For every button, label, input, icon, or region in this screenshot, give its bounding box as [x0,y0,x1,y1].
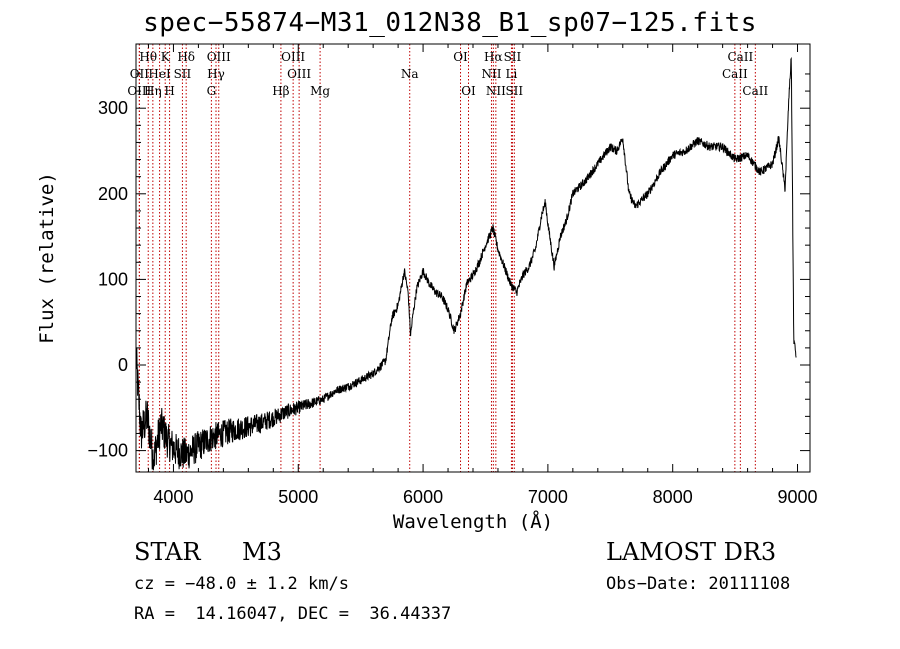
spectral-line-label: CaII [742,84,768,98]
x-tick-label: 9000 [777,487,817,507]
y-tick-label: 0 [118,355,128,375]
spectral-line-label: OIII [127,84,151,98]
x-tick-label: 7000 [528,487,568,507]
redshift-readout: cz = −48.0 ± 1.2 km/s [134,574,349,594]
spectral-line-label: Mg [310,84,330,98]
spectral-line-label: Hδ [177,50,195,64]
obs-date: Obs−Date: 20111108 [606,574,791,594]
y-tick-label: 300 [98,98,128,118]
spectral-line-label: CaII [727,50,753,64]
spectral-line-label: SII [505,84,523,98]
spectral-line-label: OIII [281,50,305,64]
object-subclass: M3 [242,538,282,566]
spectral-line-label: Hθ [139,50,157,64]
spectral-line-label: G [207,84,217,98]
x-tick-label: 4000 [153,487,193,507]
spectral-line-label: Hα [484,50,503,64]
plot-frame [135,43,811,473]
spectral-line-label: H [164,84,174,98]
spectral-line-label: NII [486,84,506,98]
spectral-line-label: HeI [148,67,171,81]
x-axis-label: Wavelength (Å) [393,510,553,533]
spectrum-series [135,56,797,471]
spectral-line-label: SII [504,50,522,64]
coordinates: RA = 14.16047, DEC = 36.44337 [134,604,452,624]
spectral-line-label: Hγ [207,67,225,81]
y-tick-label: 200 [98,184,128,204]
spectral-line-label: SII [174,67,192,81]
spectral-line-label: CaII [722,67,748,81]
spectral-line-label: Hβ [272,84,289,98]
y-tick-label: 100 [98,269,128,289]
spectral-line-label: Hη [144,84,162,98]
spectral-line-label: K [161,50,171,64]
object-class: STAR [134,538,201,566]
y-tick-label: −100 [87,441,128,461]
spectral-line-label: OIII [287,67,311,81]
y-axis-label: Flux (relative) [36,172,58,344]
spectral-line-label: Na [401,67,419,81]
survey-label: LAMOST DR3 [606,538,777,566]
spectral-line-label: OI [461,84,476,98]
spectral-line-label: OII [130,67,150,81]
chart-title: spec−55874−M31_012N38_B1_sp07−125.fits [143,8,757,38]
spectral-line-label: NII [481,67,501,81]
spectral-line-label: OI [453,50,468,64]
x-tick-label: 6000 [403,487,443,507]
x-tick-label: 5000 [278,487,318,507]
x-tick-label: 8000 [653,487,693,507]
spectral-line-label: OIII [207,50,231,64]
spectral-line-label: Li [506,67,518,81]
